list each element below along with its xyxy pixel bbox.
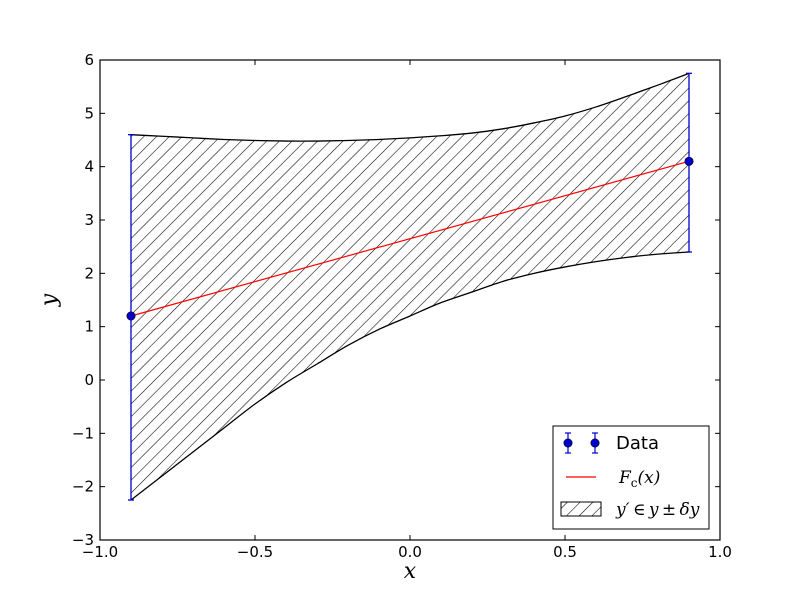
- legend: Data Fc(x) y′ ∈ y ± δy: [552, 425, 710, 530]
- y-tick-label: 3: [84, 211, 94, 229]
- y-tick-label: 2: [84, 264, 94, 282]
- y-ticks: −3 −2 −1 0 1 2 3 4 5 6: [72, 51, 720, 549]
- x-tick-label: −0.5: [237, 543, 273, 561]
- legend-label-data: Data: [616, 433, 659, 454]
- confidence-band-upper-curve: [130, 72, 690, 142]
- y-axis-label: y: [37, 293, 62, 307]
- x-tick-label: −1.0: [82, 543, 118, 561]
- x-axis-label: x: [404, 559, 417, 584]
- y-tick-label: −1: [72, 424, 94, 442]
- y-tick-label: 0: [84, 371, 94, 389]
- legend-data-marker: [590, 438, 600, 448]
- legend-label-fit: Fc(x): [618, 468, 660, 490]
- legend-label-band: y′ ∈ y ± δy: [615, 500, 700, 520]
- x-ticks: −1.0 −0.5 0.0 0.5 1.0: [82, 60, 732, 561]
- x-tick-label: 1.0: [708, 543, 732, 561]
- y-tick-label: −3: [72, 531, 94, 549]
- fit-line: [130, 160, 690, 317]
- confidence-band-fill: [131, 73, 689, 500]
- errorbars: [126, 72, 694, 501]
- x-tick-label: 0.0: [398, 543, 422, 561]
- legend-band-swatch: [560, 501, 602, 517]
- data-point: [684, 156, 694, 166]
- y-tick-label: −2: [72, 478, 94, 496]
- legend-data-marker: [563, 438, 573, 448]
- y-tick-label: 5: [84, 104, 94, 122]
- y-tick-label: 6: [84, 51, 94, 69]
- y-tick-label: 1: [84, 318, 94, 336]
- confidence-band-lower-curve: [130, 251, 690, 501]
- x-tick-label: 0.5: [553, 543, 577, 561]
- y-tick-label: 4: [84, 158, 94, 176]
- data-point: [126, 311, 136, 321]
